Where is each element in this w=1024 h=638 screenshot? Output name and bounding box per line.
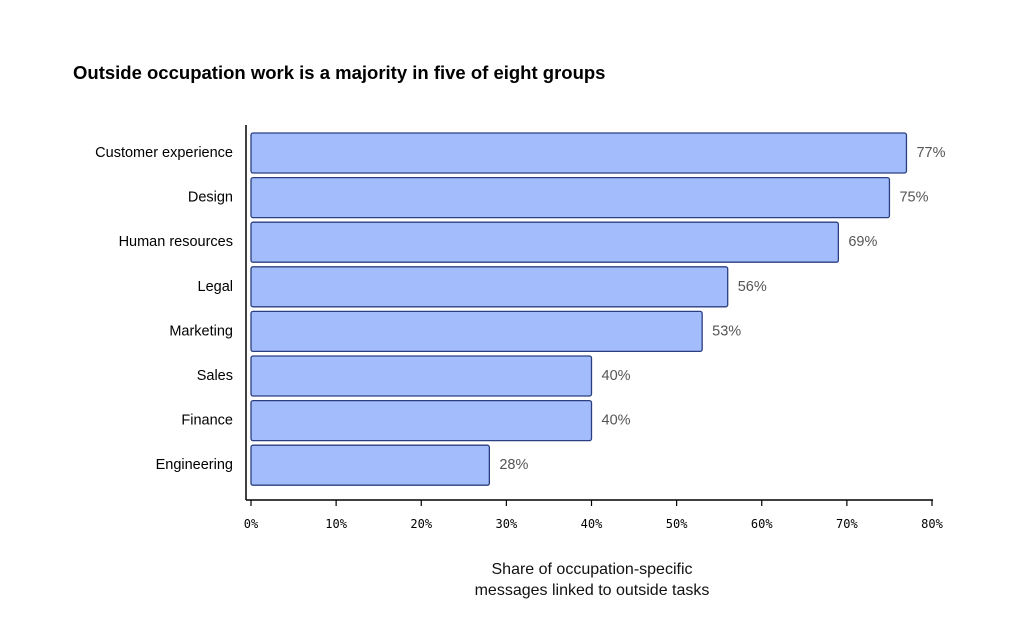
category-label: Sales xyxy=(197,368,233,384)
bar-marketing xyxy=(250,310,703,353)
x-tick-label: 10% xyxy=(325,517,347,531)
value-label: 69% xyxy=(848,234,877,250)
bar-engineering xyxy=(250,444,491,486)
category-label: Customer experience xyxy=(95,145,233,161)
chart-title: Outside occupation work is a majority in… xyxy=(73,62,606,83)
y-axis-labels: Customer experience Design Human resources… xyxy=(95,145,233,473)
category-label: Human resources xyxy=(119,234,233,250)
value-label: 75% xyxy=(899,190,928,206)
x-tick-label: 40% xyxy=(581,517,603,531)
bar-sales xyxy=(250,355,593,397)
x-tick-label: 0% xyxy=(244,517,259,531)
category-label: Finance xyxy=(181,413,233,429)
value-label: 40% xyxy=(602,368,631,384)
value-labels: 77% 75% 69% 56% 53% 40% 40% 28% xyxy=(499,145,945,473)
x-axis-title: Share of occupation-specific messages li… xyxy=(392,559,792,601)
value-label: 28% xyxy=(499,457,528,473)
bar-design xyxy=(250,176,891,219)
bar-human-resources xyxy=(250,221,840,263)
value-label: 77% xyxy=(916,145,945,161)
x-tick-label: 70% xyxy=(836,517,858,531)
x-tick-label: 30% xyxy=(496,517,518,531)
category-label: Engineering xyxy=(156,457,233,473)
category-label: Legal xyxy=(198,279,233,295)
category-label: Marketing xyxy=(169,323,233,339)
x-axis-title-line-1: Share of occupation-specific xyxy=(491,561,693,578)
x-tick-label: 80% xyxy=(921,517,943,531)
bars-group xyxy=(250,132,908,486)
bar-legal xyxy=(250,266,729,308)
category-label: Design xyxy=(188,190,233,206)
value-label: 40% xyxy=(602,413,631,429)
bar-customer-experience xyxy=(250,132,908,174)
x-axis-title-line-2: messages linked to outside tasks xyxy=(474,582,710,599)
x-axis: 0% 10% 20% 30% 40% 50% 60% 70% 80% xyxy=(244,499,944,531)
x-tick-label: 50% xyxy=(666,517,688,531)
value-label: 56% xyxy=(738,279,767,295)
x-tick-label: 60% xyxy=(751,517,773,531)
value-label: 53% xyxy=(712,323,741,339)
x-tick-label: 20% xyxy=(410,517,432,531)
bar-finance xyxy=(250,399,593,442)
